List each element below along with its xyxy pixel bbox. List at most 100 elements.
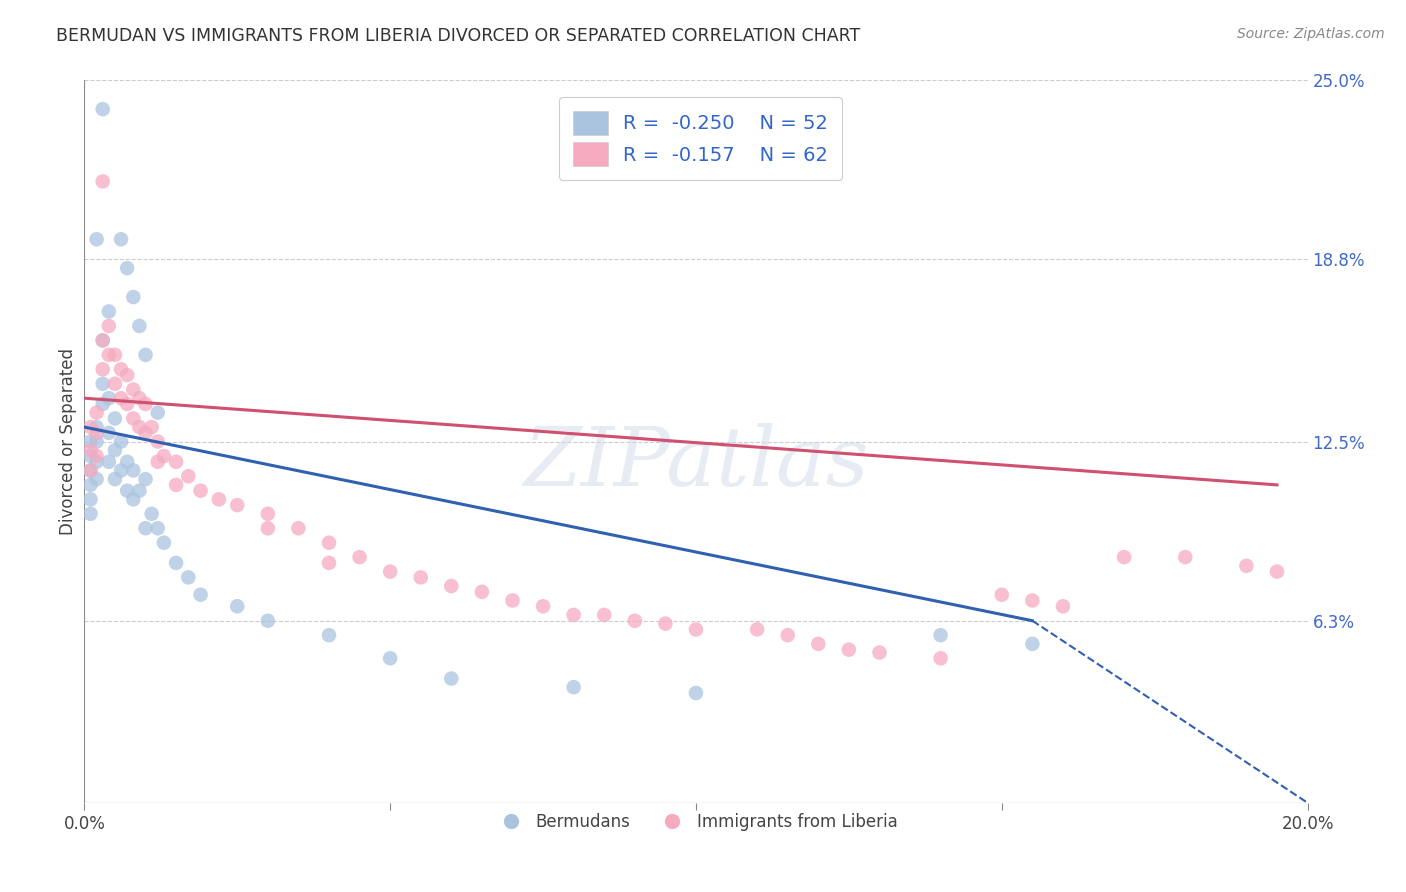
Point xyxy=(146,434,169,449)
Point xyxy=(128,318,150,333)
Point xyxy=(257,521,280,535)
Point xyxy=(318,556,340,570)
Point xyxy=(128,483,150,498)
Point xyxy=(807,637,830,651)
Point xyxy=(141,507,163,521)
Point xyxy=(685,686,707,700)
Point xyxy=(122,463,145,477)
Point xyxy=(257,507,280,521)
Point xyxy=(440,672,463,686)
Point xyxy=(318,628,340,642)
Point xyxy=(104,443,127,458)
Point xyxy=(79,420,101,434)
Point xyxy=(97,318,120,333)
Point xyxy=(153,535,176,549)
Point xyxy=(79,443,101,458)
Point xyxy=(471,584,494,599)
Point xyxy=(1052,599,1074,614)
Point xyxy=(91,174,114,188)
Point xyxy=(110,434,132,449)
Point xyxy=(91,334,114,348)
Point xyxy=(165,556,187,570)
Point xyxy=(287,521,309,535)
Text: BERMUDAN VS IMMIGRANTS FROM LIBERIA DIVORCED OR SEPARATED CORRELATION CHART: BERMUDAN VS IMMIGRANTS FROM LIBERIA DIVO… xyxy=(56,27,860,45)
Point xyxy=(177,469,200,483)
Point xyxy=(409,570,432,584)
Point xyxy=(86,472,108,486)
Point xyxy=(502,593,524,607)
Point xyxy=(593,607,616,622)
Point xyxy=(110,232,132,246)
Point xyxy=(115,397,138,411)
Point xyxy=(135,348,157,362)
Point xyxy=(177,570,200,584)
Point xyxy=(1021,637,1043,651)
Point xyxy=(146,406,169,420)
Point xyxy=(747,623,769,637)
Point xyxy=(104,472,127,486)
Point xyxy=(624,614,647,628)
Point xyxy=(86,434,108,449)
Point xyxy=(97,391,120,405)
Point xyxy=(380,651,402,665)
Point xyxy=(128,391,150,405)
Point xyxy=(91,102,114,116)
Point xyxy=(226,498,249,512)
Point xyxy=(86,232,108,246)
Point xyxy=(110,362,132,376)
Point xyxy=(91,376,114,391)
Point xyxy=(91,362,114,376)
Point xyxy=(562,680,585,694)
Point xyxy=(153,449,176,463)
Point xyxy=(146,521,169,535)
Point xyxy=(104,411,127,425)
Point xyxy=(79,507,101,521)
Point xyxy=(115,261,138,276)
Point xyxy=(79,478,101,492)
Point xyxy=(776,628,799,642)
Point xyxy=(115,368,138,382)
Point xyxy=(685,623,707,637)
Point xyxy=(122,383,145,397)
Point xyxy=(165,478,187,492)
Point xyxy=(86,449,108,463)
Point xyxy=(79,492,101,507)
Point xyxy=(531,599,554,614)
Point xyxy=(1114,550,1136,565)
Point xyxy=(79,449,101,463)
Point xyxy=(318,535,340,549)
Point xyxy=(1021,593,1043,607)
Point xyxy=(79,463,101,477)
Y-axis label: Divorced or Separated: Divorced or Separated xyxy=(59,348,77,535)
Point xyxy=(115,455,138,469)
Point xyxy=(838,642,860,657)
Point xyxy=(257,614,280,628)
Point xyxy=(91,334,114,348)
Point xyxy=(380,565,402,579)
Point xyxy=(128,420,150,434)
Point xyxy=(79,463,101,477)
Point xyxy=(562,607,585,622)
Point xyxy=(86,425,108,440)
Point xyxy=(440,579,463,593)
Point xyxy=(110,391,132,405)
Point xyxy=(135,521,157,535)
Point xyxy=(86,406,108,420)
Point xyxy=(165,455,187,469)
Point xyxy=(929,651,952,665)
Point xyxy=(991,588,1014,602)
Point xyxy=(104,376,127,391)
Point xyxy=(122,411,145,425)
Point xyxy=(91,397,114,411)
Point xyxy=(86,455,108,469)
Point xyxy=(1174,550,1197,565)
Point xyxy=(115,483,138,498)
Point xyxy=(208,492,231,507)
Point xyxy=(97,348,120,362)
Point xyxy=(122,290,145,304)
Point xyxy=(135,397,157,411)
Point xyxy=(141,420,163,434)
Point xyxy=(349,550,371,565)
Point xyxy=(1236,558,1258,573)
Point xyxy=(146,455,169,469)
